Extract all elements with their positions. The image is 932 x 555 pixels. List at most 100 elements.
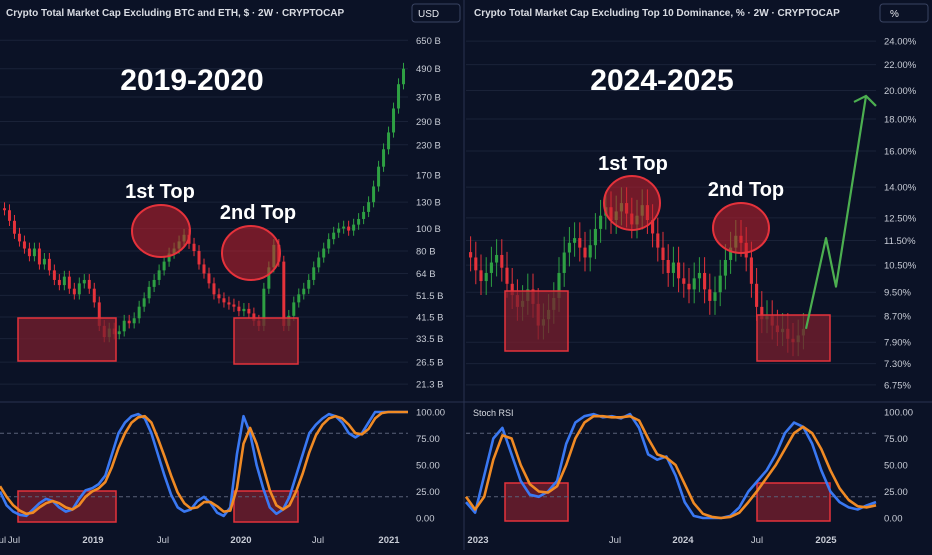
candle-body: [489, 262, 493, 273]
candle-body: [562, 252, 566, 273]
candle-body: [227, 302, 231, 305]
candle-body: [297, 294, 301, 303]
price-tick-label: 170 B: [416, 171, 441, 182]
candle-body: [222, 298, 226, 303]
right-currency-box[interactable]: [879, 3, 929, 23]
candle-body: [377, 166, 381, 187]
price-tick-label: 10.50%: [884, 261, 917, 272]
right-bottom-box-1: [504, 290, 569, 352]
candle-body: [469, 252, 473, 258]
right-top1-label: 1st Top: [598, 153, 668, 175]
candle-body: [332, 232, 336, 240]
candle-body: [387, 132, 391, 150]
right-rsi-box-2: [756, 482, 831, 522]
candle-body: [474, 257, 478, 271]
candle-body: [505, 267, 509, 284]
candle-body: [500, 254, 504, 268]
rsi-tick-label: 100.00: [884, 408, 913, 419]
right-top2-label: 2nd Top: [708, 179, 784, 201]
candle-body: [232, 304, 236, 307]
price-tick-label: 64 B: [416, 269, 436, 280]
price-tick-label: 33.5 B: [416, 334, 443, 345]
candle-body: [152, 279, 156, 287]
candle-body: [723, 259, 727, 276]
right-stoch-rsi: [464, 412, 877, 520]
left-bottom-box-1: [17, 317, 117, 362]
price-tick-label: 41.5 B: [416, 313, 443, 324]
price-tick-label: 130 B: [416, 198, 441, 209]
candle-body: [713, 292, 717, 301]
price-tick-label: 26.5 B: [416, 358, 443, 369]
candle-body: [583, 247, 587, 258]
time-tick-label: Jul: [312, 535, 324, 546]
candle-body: [202, 264, 206, 274]
time-tick-label: 2021: [378, 535, 400, 546]
candle-body: [357, 218, 361, 225]
rsi-tick-label: 25.00: [416, 487, 440, 498]
candle-body: [397, 84, 401, 109]
candle-body: [267, 267, 271, 289]
price-tick-label: 7.90%: [884, 338, 911, 349]
price-tick-label: 290 B: [416, 117, 441, 128]
candle-body: [122, 320, 126, 332]
time-tick-label: Jul: [751, 535, 763, 546]
price-tick-label: 12.50%: [884, 213, 917, 224]
left-currency-label: USD: [418, 9, 439, 20]
stoch-rsi-k-line: [465, 412, 877, 520]
candle-body: [692, 278, 696, 290]
candle-body: [92, 288, 96, 303]
candle-body: [47, 258, 51, 271]
right-price-axis: 24.00% 22.00% 20.00% 18.00% 16.00% 14.00% 12.5…: [884, 37, 917, 392]
candle-body: [510, 283, 514, 296]
candle-body: [362, 211, 366, 219]
candle-body: [557, 272, 561, 298]
price-tick-label: 9.50%: [884, 288, 911, 299]
right-stoch-rsi-label: Stoch RSI: [473, 408, 514, 418]
rsi-tick-label: 75.00: [416, 434, 440, 445]
candle-body: [27, 248, 31, 257]
rsi-tick-label: 50.00: [884, 461, 908, 472]
candle-body: [157, 270, 161, 280]
candle-body: [307, 279, 311, 289]
left-period-annotation: 2019-2020: [120, 64, 263, 97]
left-top-circle-1: [131, 204, 191, 258]
candle-body: [292, 302, 296, 316]
stoch-rsi-d-line: [464, 414, 877, 520]
left-bottom-box-2: [233, 317, 299, 365]
candle-body: [207, 273, 211, 284]
time-tick-label: 2019: [82, 535, 103, 546]
left-currency-box[interactable]: [411, 3, 461, 23]
candle-body: [651, 220, 655, 234]
candle-body: [62, 276, 66, 286]
candle-body: [42, 258, 46, 265]
candle-body: [703, 272, 707, 290]
price-tick-label: 6.75%: [884, 380, 911, 391]
candle-body: [402, 68, 406, 85]
candle-body: [729, 247, 733, 260]
projection-arrowhead: [853, 94, 877, 107]
candle-body: [760, 306, 764, 320]
rsi-tick-label: 50.00: [416, 461, 440, 472]
left-chart-title: Crypto Total Market Cap Excluding BTC an…: [6, 8, 345, 19]
candle-body: [252, 313, 256, 321]
price-tick-label: 80 B: [416, 247, 436, 258]
candle-body: [32, 248, 36, 257]
left-top-circle-2: [221, 225, 281, 281]
candle-body: [197, 251, 201, 265]
rsi-tick-label: 100.00: [416, 408, 445, 419]
candle-body: [322, 248, 326, 258]
price-tick-label: 20.00%: [884, 86, 917, 97]
price-tick-label: 16.00%: [884, 146, 917, 157]
left-time-axis: Jul 2019 Jul 2020 Jul 2021: [8, 535, 400, 546]
price-tick-label: 51.5 B: [416, 291, 443, 302]
candle-body: [52, 270, 56, 280]
rsi-tick-label: 75.00: [884, 434, 908, 445]
projection-line: [804, 95, 868, 330]
candle-body: [567, 242, 571, 253]
time-tick-label: 2024: [672, 535, 694, 546]
candle-body: [671, 262, 675, 273]
candle-body: [237, 306, 241, 312]
price-tick-label: 22.00%: [884, 60, 917, 71]
candle-body: [382, 149, 386, 167]
